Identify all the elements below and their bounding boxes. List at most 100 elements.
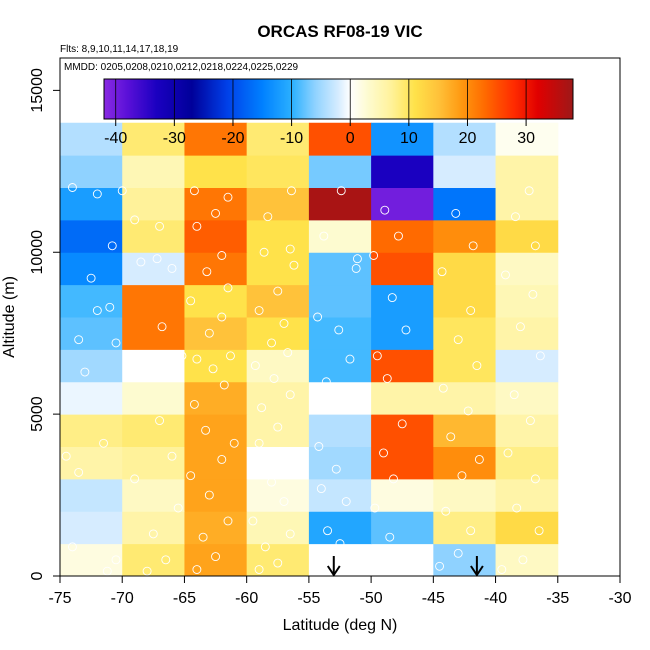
scatter-point (263, 212, 273, 222)
colorbar-tick-label: -10 (280, 130, 303, 147)
scatter-point (345, 354, 355, 364)
scatter-point (92, 306, 102, 315)
scatter-point (248, 516, 258, 526)
scatter-point (192, 565, 202, 574)
scatter-points (61, 183, 545, 576)
heatmap-cell (308, 349, 372, 383)
x-tick-label: -60 (235, 590, 258, 607)
colorbar-tick-label: 20 (459, 130, 477, 147)
scatter-point (219, 380, 229, 390)
heatmap-cell (184, 543, 248, 577)
heatmap-cell (60, 478, 123, 512)
scatter-point (254, 565, 264, 574)
scatter-point (148, 529, 158, 539)
scatter-point (401, 325, 411, 335)
heatmap-cell (433, 187, 497, 221)
scatter-point (394, 231, 403, 241)
scatter-point (74, 335, 84, 345)
heatmap-cell (184, 511, 248, 545)
scatter-point (107, 241, 117, 251)
scatter-point (177, 351, 187, 361)
scatter-point (61, 451, 71, 461)
heatmap-cell (308, 252, 372, 286)
scatter-point (74, 467, 84, 477)
heatmap-cell (184, 187, 248, 221)
scatter-point (524, 186, 534, 196)
scatter-point (223, 283, 233, 293)
arrow-head (470, 565, 484, 577)
heatmap-cell (433, 478, 497, 512)
dates-note: MMDD: 0205,0208,0210,0212,0218,0224,0225… (64, 62, 299, 73)
heatmap-cell (371, 252, 434, 286)
scatter-point (136, 257, 146, 267)
down-arrow-icon (326, 556, 341, 577)
heatmap-cell (371, 381, 434, 415)
heatmap-cell (246, 317, 310, 350)
scatter-point (515, 322, 525, 332)
heatmap-cell (495, 446, 559, 480)
scatter-point (173, 503, 183, 513)
heatmap-cell (122, 317, 185, 350)
heatmap-cell (184, 284, 248, 318)
heatmap-cell (433, 252, 497, 286)
heatmap-cell (433, 122, 497, 156)
x-tick-label: -40 (484, 590, 507, 607)
scatter-point (217, 251, 227, 260)
scatter-point (155, 221, 165, 231)
down-arrow-icon (470, 556, 484, 577)
heatmap-cell (371, 478, 434, 512)
heatmap-cell (308, 543, 372, 577)
heatmap-cell (60, 317, 123, 350)
heatmap-cell (308, 187, 372, 221)
x-tick-label: -35 (546, 590, 569, 607)
x-tick-label: -30 (608, 590, 631, 607)
scatter-point (341, 497, 351, 506)
heatmap-cell (122, 187, 185, 221)
heatmap-cell (433, 543, 497, 577)
heatmap-cell (308, 414, 372, 447)
scatter-point (323, 526, 333, 536)
scatter-point (257, 403, 267, 413)
heatmap-cell (184, 155, 248, 188)
heatmap-cell (433, 284, 497, 318)
colorbar-fill (104, 79, 573, 119)
heatmap-cell (246, 478, 310, 512)
scatter-point (379, 448, 389, 458)
heatmap-cell (60, 446, 123, 480)
scatter-point (453, 335, 463, 345)
colorbar-frame (103, 78, 574, 120)
x-tick-label: -45 (422, 590, 445, 607)
scatter-point (67, 183, 77, 192)
heatmap-cell (371, 155, 434, 188)
scatter-point (512, 503, 522, 513)
scatter-point (201, 425, 211, 435)
scatter-point (509, 390, 519, 400)
scatter-point (369, 251, 379, 260)
scatter-point (226, 351, 235, 361)
heatmap-cell (60, 414, 123, 447)
heatmap-cell (371, 122, 434, 156)
heatmap-cell (122, 284, 185, 318)
colorbar-tick-label: -30 (163, 130, 186, 147)
scatter-point (92, 189, 102, 199)
x-axis: -75 -70 -65 -60 -55 -50 -45 -40 -35 -30 (48, 576, 632, 607)
scatter-point (86, 273, 96, 283)
scatter-point (438, 383, 448, 393)
scatter-point (267, 477, 277, 487)
colorbar-tick-label: -20 (221, 130, 244, 147)
scatter-point (229, 438, 239, 448)
scatter-point (192, 354, 202, 364)
heatmap-cell (60, 219, 123, 253)
heatmap-cell (60, 187, 123, 221)
scatter-point (204, 328, 214, 338)
heatmap-cell (495, 122, 559, 156)
scatter-point (466, 306, 476, 315)
scatter-point (269, 374, 279, 383)
y-tick-label: 0 (29, 571, 46, 580)
heatmap-cell (122, 155, 185, 188)
colorbar-tick-label: -40 (104, 130, 127, 147)
heatmap-cell (122, 219, 185, 253)
heatmap-cell (495, 219, 559, 253)
scatter-point (382, 374, 392, 383)
scatter-point (202, 267, 212, 277)
